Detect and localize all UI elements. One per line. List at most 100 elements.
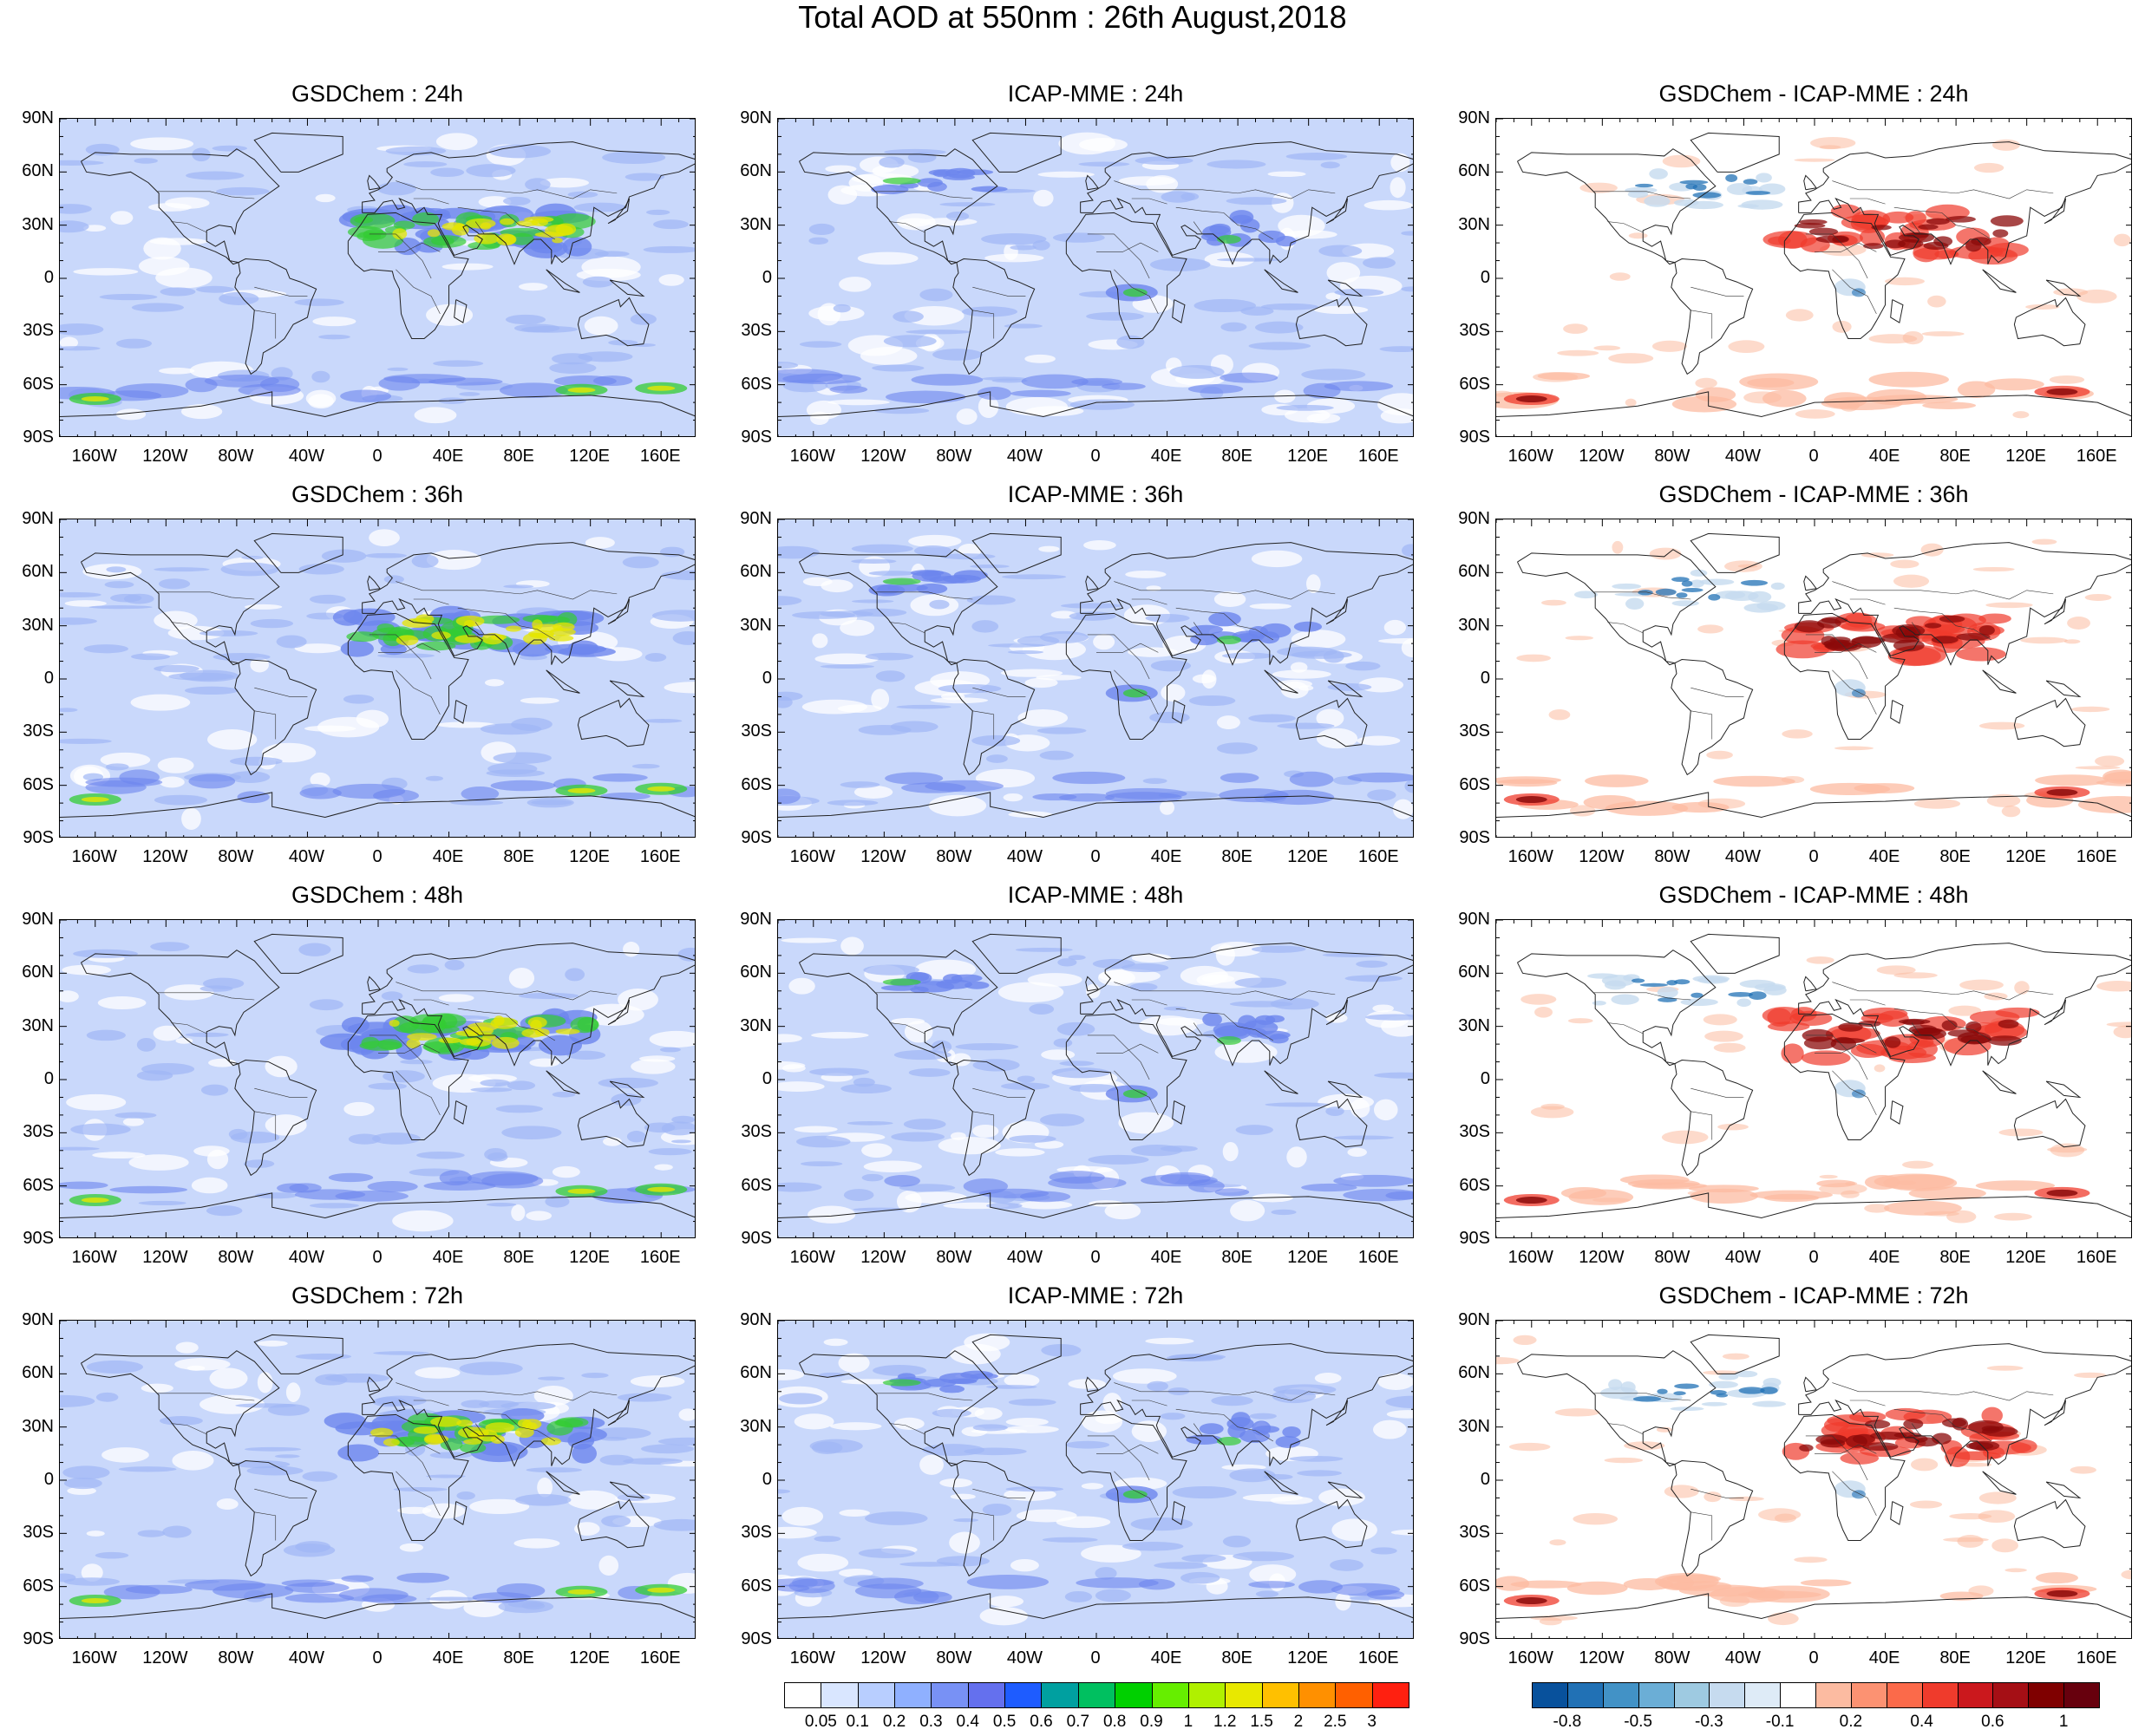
smoke-plume bbox=[923, 1378, 957, 1387]
latitude-label: 30S bbox=[23, 1523, 54, 1543]
low-aod-patch bbox=[1118, 176, 1175, 186]
longitude-label: 160W bbox=[71, 447, 117, 466]
country-border bbox=[875, 591, 973, 600]
latitude-label: 0 bbox=[762, 669, 772, 688]
map-plot-area bbox=[777, 118, 1414, 437]
coastline bbox=[367, 1376, 381, 1393]
moderate-aod-streak bbox=[114, 1112, 157, 1119]
moderate-aod-streak bbox=[840, 1083, 892, 1094]
aod-colorbar-label: 0.9 bbox=[1140, 1713, 1163, 1731]
moderate-aod-streak bbox=[853, 1207, 907, 1211]
moderate-aod-streak bbox=[891, 1132, 945, 1142]
latitude-label: 60S bbox=[741, 774, 772, 794]
positive-difference-patch bbox=[1959, 1462, 1992, 1467]
low-aod-patch bbox=[526, 1211, 553, 1221]
southern-ocean-aod bbox=[1343, 1188, 1413, 1202]
moderate-aod-streak bbox=[779, 1393, 823, 1405]
moderate-aod-streak bbox=[470, 1087, 513, 1093]
latitude-label: 0 bbox=[43, 1470, 54, 1489]
latitude-label: 30S bbox=[1459, 721, 1490, 741]
moderate-aod-streak bbox=[377, 653, 435, 658]
low-aod-patch bbox=[1230, 1199, 1265, 1222]
moderate-aod-streak bbox=[858, 1548, 915, 1558]
smoke-plume bbox=[910, 570, 945, 577]
positive-difference-patch bbox=[1724, 560, 1762, 572]
low-aod-patch bbox=[154, 610, 198, 630]
coastline bbox=[1325, 1400, 1349, 1426]
low-aod-patch bbox=[840, 619, 875, 636]
moderate-aod-streak bbox=[549, 362, 597, 375]
moderate-aod-streak bbox=[851, 544, 913, 553]
moderate-aod-streak bbox=[581, 1372, 609, 1379]
moderate-aod-streak bbox=[602, 151, 666, 165]
moderate-aod-streak bbox=[1320, 161, 1340, 169]
positive-difference-patch bbox=[2071, 706, 2110, 713]
negative-difference-core bbox=[1708, 594, 1721, 601]
smoke-plume bbox=[939, 1385, 965, 1393]
low-aod-patch bbox=[1037, 171, 1095, 178]
country-border bbox=[1131, 999, 1167, 1006]
moderate-aod-streak bbox=[348, 1133, 382, 1145]
southern-ocean-aod bbox=[496, 1583, 546, 1598]
moderate-aod-streak bbox=[1330, 1559, 1364, 1571]
moderate-aod-streak bbox=[931, 1040, 952, 1054]
latitude-label: 60N bbox=[22, 161, 54, 181]
positive-difference-patch bbox=[1978, 1510, 2016, 1523]
low-aod-patch bbox=[175, 1037, 193, 1044]
country-border bbox=[1815, 1043, 1877, 1054]
positive-difference-patch bbox=[1768, 1612, 1799, 1626]
coastline bbox=[1085, 976, 1099, 992]
longitude-label: 120E bbox=[1287, 847, 1329, 866]
country-border bbox=[1114, 581, 1336, 600]
moderate-aod-streak bbox=[820, 664, 874, 669]
low-aod-patch bbox=[896, 1190, 922, 1213]
aod-colorbar-box bbox=[1371, 1682, 1409, 1708]
dust-plume-peak bbox=[490, 1017, 519, 1029]
positive-difference-patch bbox=[1604, 1457, 1644, 1464]
longitude-label: 0 bbox=[372, 847, 383, 866]
negative-difference-patch bbox=[1599, 1387, 1638, 1400]
coastline bbox=[1295, 1498, 1368, 1549]
low-aod-patch bbox=[414, 407, 457, 424]
dust-plume-peak bbox=[455, 615, 485, 627]
low-aod-patch bbox=[180, 404, 223, 420]
coastline bbox=[1798, 1343, 2131, 1467]
moderate-aod-streak bbox=[241, 555, 264, 560]
low-aod-patch bbox=[1081, 1544, 1141, 1563]
moderate-aod-streak bbox=[480, 1079, 510, 1087]
low-aod-patch bbox=[1213, 591, 1246, 607]
low-aod-patch bbox=[511, 1204, 526, 1222]
coastline bbox=[799, 549, 998, 666]
sea-salt-hotspot-core bbox=[647, 1587, 676, 1593]
moderate-aod-streak bbox=[986, 754, 1008, 763]
positive-difference-patch bbox=[1884, 277, 1926, 286]
country-border bbox=[413, 1400, 449, 1406]
moderate-aod-streak bbox=[235, 1403, 297, 1408]
coastline bbox=[234, 258, 317, 375]
moderate-aod-streak bbox=[922, 1444, 985, 1457]
southern-ocean-hotspot-core bbox=[2046, 388, 2078, 395]
longitude-label: 0 bbox=[1090, 847, 1101, 866]
southern-ocean-difference bbox=[1713, 775, 1795, 787]
low-aod-patch bbox=[97, 995, 147, 1010]
southern-ocean-aod bbox=[481, 1173, 544, 1189]
moderate-aod-streak bbox=[545, 1195, 570, 1208]
low-aod-patch bbox=[73, 268, 139, 276]
moderate-aod-streak bbox=[1249, 1413, 1277, 1419]
moderate-aod-streak bbox=[138, 1200, 186, 1206]
negative-difference-patch bbox=[1756, 601, 1786, 611]
negative-difference-patch bbox=[1724, 591, 1759, 601]
longitude-label: 120E bbox=[1287, 1648, 1329, 1667]
aod-colorbar-box bbox=[967, 1682, 1006, 1708]
moderate-aod-streak bbox=[1040, 630, 1089, 643]
longitude-label: 120E bbox=[2005, 1648, 2047, 1667]
dust-belt-difference bbox=[1862, 1007, 1908, 1021]
dust-plume-core bbox=[460, 1442, 487, 1454]
southern-ocean-difference bbox=[1560, 1186, 1607, 1199]
moderate-aod-streak bbox=[1222, 652, 1274, 659]
low-aod-patch bbox=[1357, 735, 1401, 746]
coastline bbox=[234, 1060, 317, 1177]
moderate-aod-streak bbox=[1367, 789, 1396, 801]
coastline bbox=[1325, 198, 1349, 225]
country-border bbox=[972, 1511, 995, 1541]
